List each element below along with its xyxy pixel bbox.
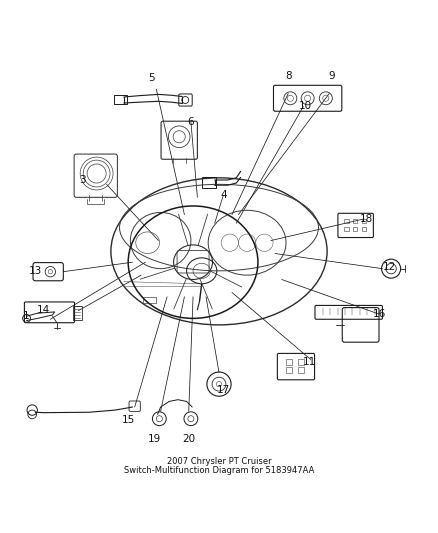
Text: 8: 8 [285, 71, 292, 81]
Text: 15: 15 [122, 415, 135, 425]
Text: 2007 Chrysler PT Cruiser: 2007 Chrysler PT Cruiser [167, 457, 271, 466]
Text: 19: 19 [148, 434, 161, 445]
Text: 10: 10 [299, 101, 312, 111]
Text: 13: 13 [28, 266, 42, 276]
Text: 20: 20 [182, 434, 195, 445]
Text: 4: 4 [220, 190, 226, 200]
Text: 18: 18 [360, 214, 373, 224]
Text: 17: 17 [217, 385, 230, 395]
Text: 14: 14 [37, 305, 50, 315]
Text: 5: 5 [148, 74, 155, 83]
Text: Switch-Multifunction Diagram for 5183947AA: Switch-Multifunction Diagram for 5183947… [124, 466, 314, 475]
Text: 6: 6 [187, 117, 194, 127]
Text: 12: 12 [383, 262, 396, 271]
Text: 11: 11 [303, 357, 316, 367]
Text: 3: 3 [79, 175, 86, 185]
Text: 16: 16 [372, 309, 385, 319]
Text: 9: 9 [328, 71, 335, 81]
Text: 1: 1 [23, 311, 30, 321]
